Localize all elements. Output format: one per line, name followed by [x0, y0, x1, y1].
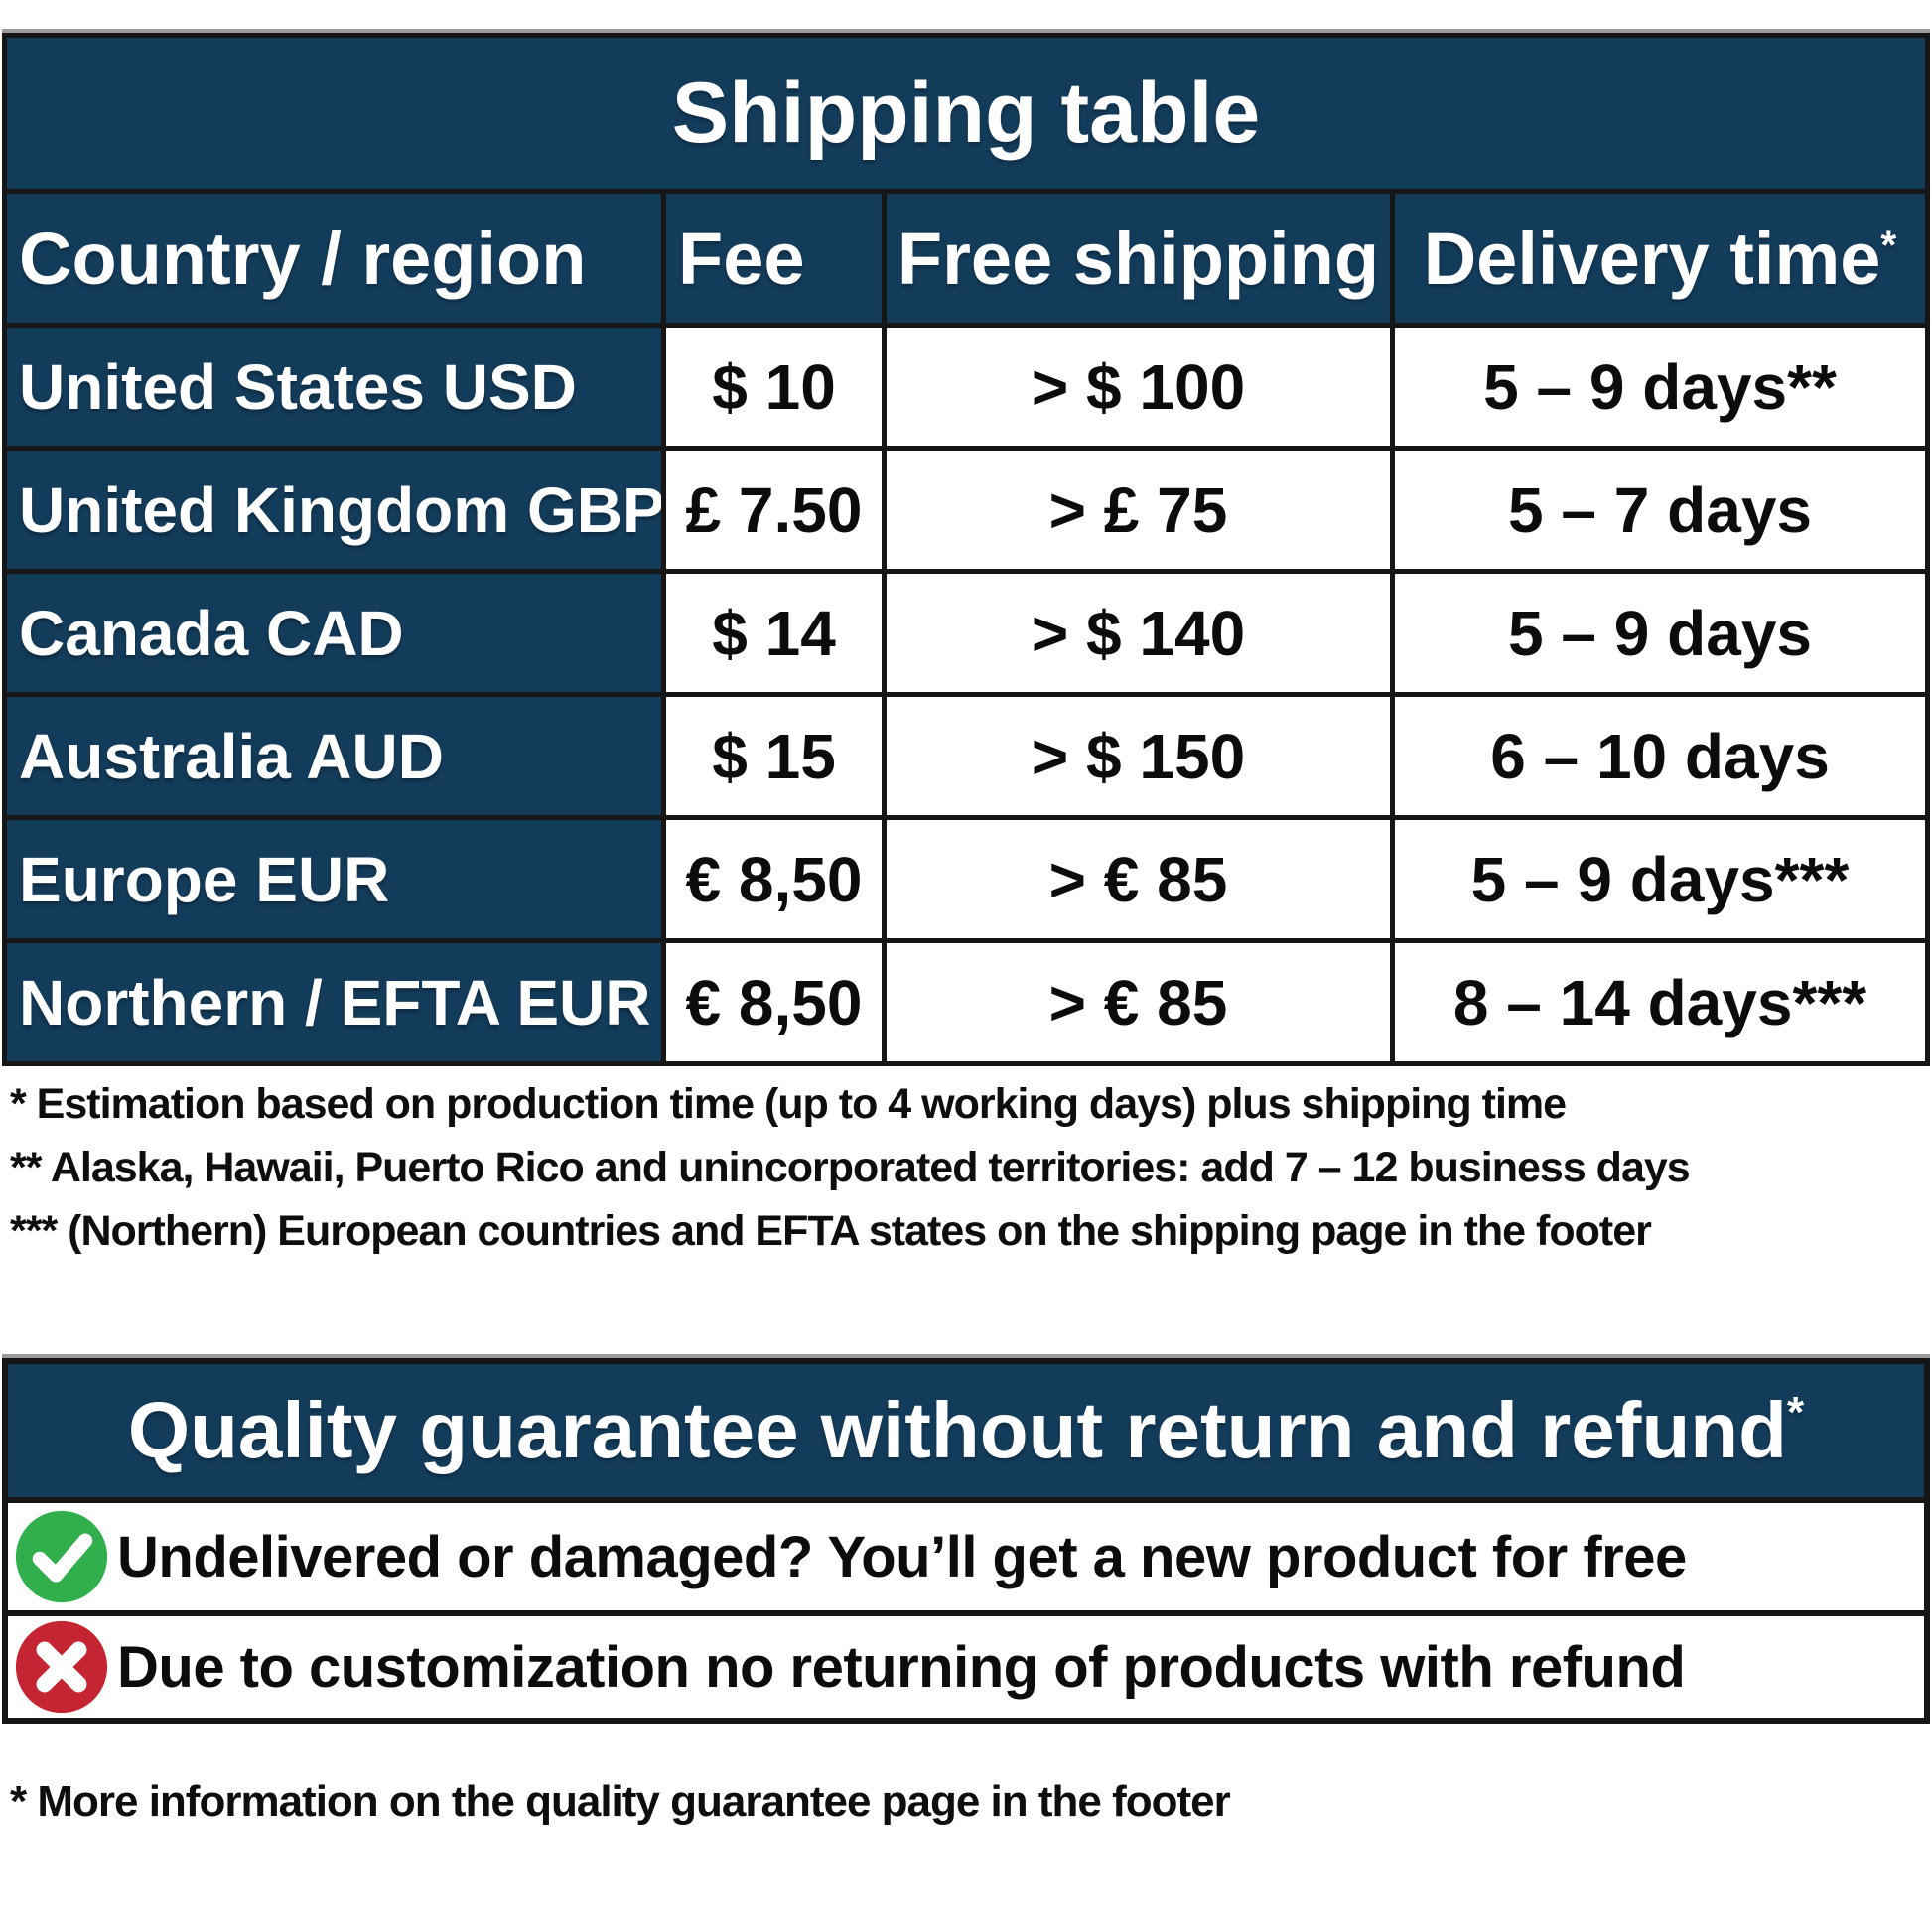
country-cell: Canada CAD [2, 569, 666, 697]
col-header-free-shipping: Free shipping [882, 189, 1395, 328]
col-header-country-region: Country / region [2, 189, 666, 328]
fee-cell: $ 10 [661, 323, 887, 451]
cross-icon [14, 1619, 109, 1715]
quality-guarantee-title-label: Quality guarantee without return and ref… [127, 1386, 1788, 1474]
table-row-northern-efta: Northern / EFTA EUR € 8,50 > € 85 8 – 14… [2, 938, 1930, 1066]
country-cell: Australia AUD [2, 692, 666, 820]
table-row-united-states: United States USD $ 10 > $ 100 5 – 9 day… [2, 323, 1930, 451]
delivery-time-note-marker: * [1880, 220, 1897, 267]
col-header-delivery-time: Delivery time* [1390, 189, 1930, 328]
free-shipping-cell: > € 85 [882, 815, 1395, 943]
guarantee-row-text: Undelivered or damaged? You’ll get a new… [117, 1524, 1687, 1589]
footnote-production-time: * Estimation based on production time (u… [10, 1080, 1567, 1128]
guarantee-row-no-refund: Due to customization no returning of pro… [2, 1610, 1930, 1724]
table-row-united-kingdom: United Kingdom GBP £ 7.50 > £ 75 5 – 7 d… [2, 446, 1930, 574]
fee-cell: € 8,50 [661, 938, 887, 1066]
shipping-table: Shipping table Country / region Fee Free… [2, 33, 1930, 1066]
free-shipping-cell: > € 85 [882, 938, 1395, 1066]
quality-guarantee-note-marker: * [1787, 1388, 1805, 1437]
fee-cell: € 8,50 [661, 815, 887, 943]
footnote-us-territories: ** Alaska, Hawaii, Puerto Rico and uninc… [10, 1144, 1691, 1191]
free-shipping-cell: > $ 150 [882, 692, 1395, 820]
guarantee-footnote: * More information on the quality guaran… [10, 1777, 1231, 1826]
delivery-time-cell: 5 – 9 days*** [1390, 815, 1930, 943]
table-row-australia: Australia AUD $ 15 > $ 150 6 – 10 days [2, 692, 1930, 820]
country-cell: Europe EUR [2, 815, 666, 943]
table-row-canada: Canada CAD $ 14 > $ 140 5 – 9 days [2, 569, 1930, 697]
quality-guarantee-section: Quality guarantee without return and ref… [2, 1358, 1930, 1724]
shipping-table-title: Shipping table [2, 33, 1930, 194]
table-row-europe: Europe EUR € 8,50 > € 85 5 – 9 days*** [2, 815, 1930, 943]
fee-cell: $ 15 [661, 692, 887, 820]
footnote-european-efta: *** (Northern) European countries and EF… [10, 1207, 1652, 1255]
col-header-fee: Fee [661, 189, 887, 328]
shipping-footnotes: * Estimation based on production time (u… [10, 1072, 1691, 1263]
country-cell: Northern / EFTA EUR [2, 938, 666, 1066]
free-shipping-cell: > £ 75 [882, 446, 1395, 574]
delivery-time-cell: 5 – 9 days** [1390, 323, 1930, 451]
col-header-delivery-time-label: Delivery time [1423, 216, 1881, 300]
delivery-time-cell: 6 – 10 days [1390, 692, 1930, 820]
quality-guarantee-title: Quality guarantee without return and ref… [2, 1358, 1930, 1503]
free-shipping-cell: > $ 100 [882, 323, 1395, 451]
guarantee-row-replacement: Undelivered or damaged? You’ll get a new… [2, 1503, 1930, 1616]
delivery-time-cell: 8 – 14 days*** [1390, 938, 1930, 1066]
free-shipping-cell: > $ 140 [882, 569, 1395, 697]
delivery-time-cell: 5 – 7 days [1390, 446, 1930, 574]
fee-cell: $ 14 [661, 569, 887, 697]
fee-cell: £ 7.50 [661, 446, 887, 574]
country-cell: United States USD [2, 323, 666, 451]
guarantee-row-text: Due to customization no returning of pro… [117, 1634, 1686, 1700]
country-cell: United Kingdom GBP [2, 446, 666, 574]
delivery-time-cell: 5 – 9 days [1390, 569, 1930, 697]
check-icon [14, 1509, 109, 1604]
